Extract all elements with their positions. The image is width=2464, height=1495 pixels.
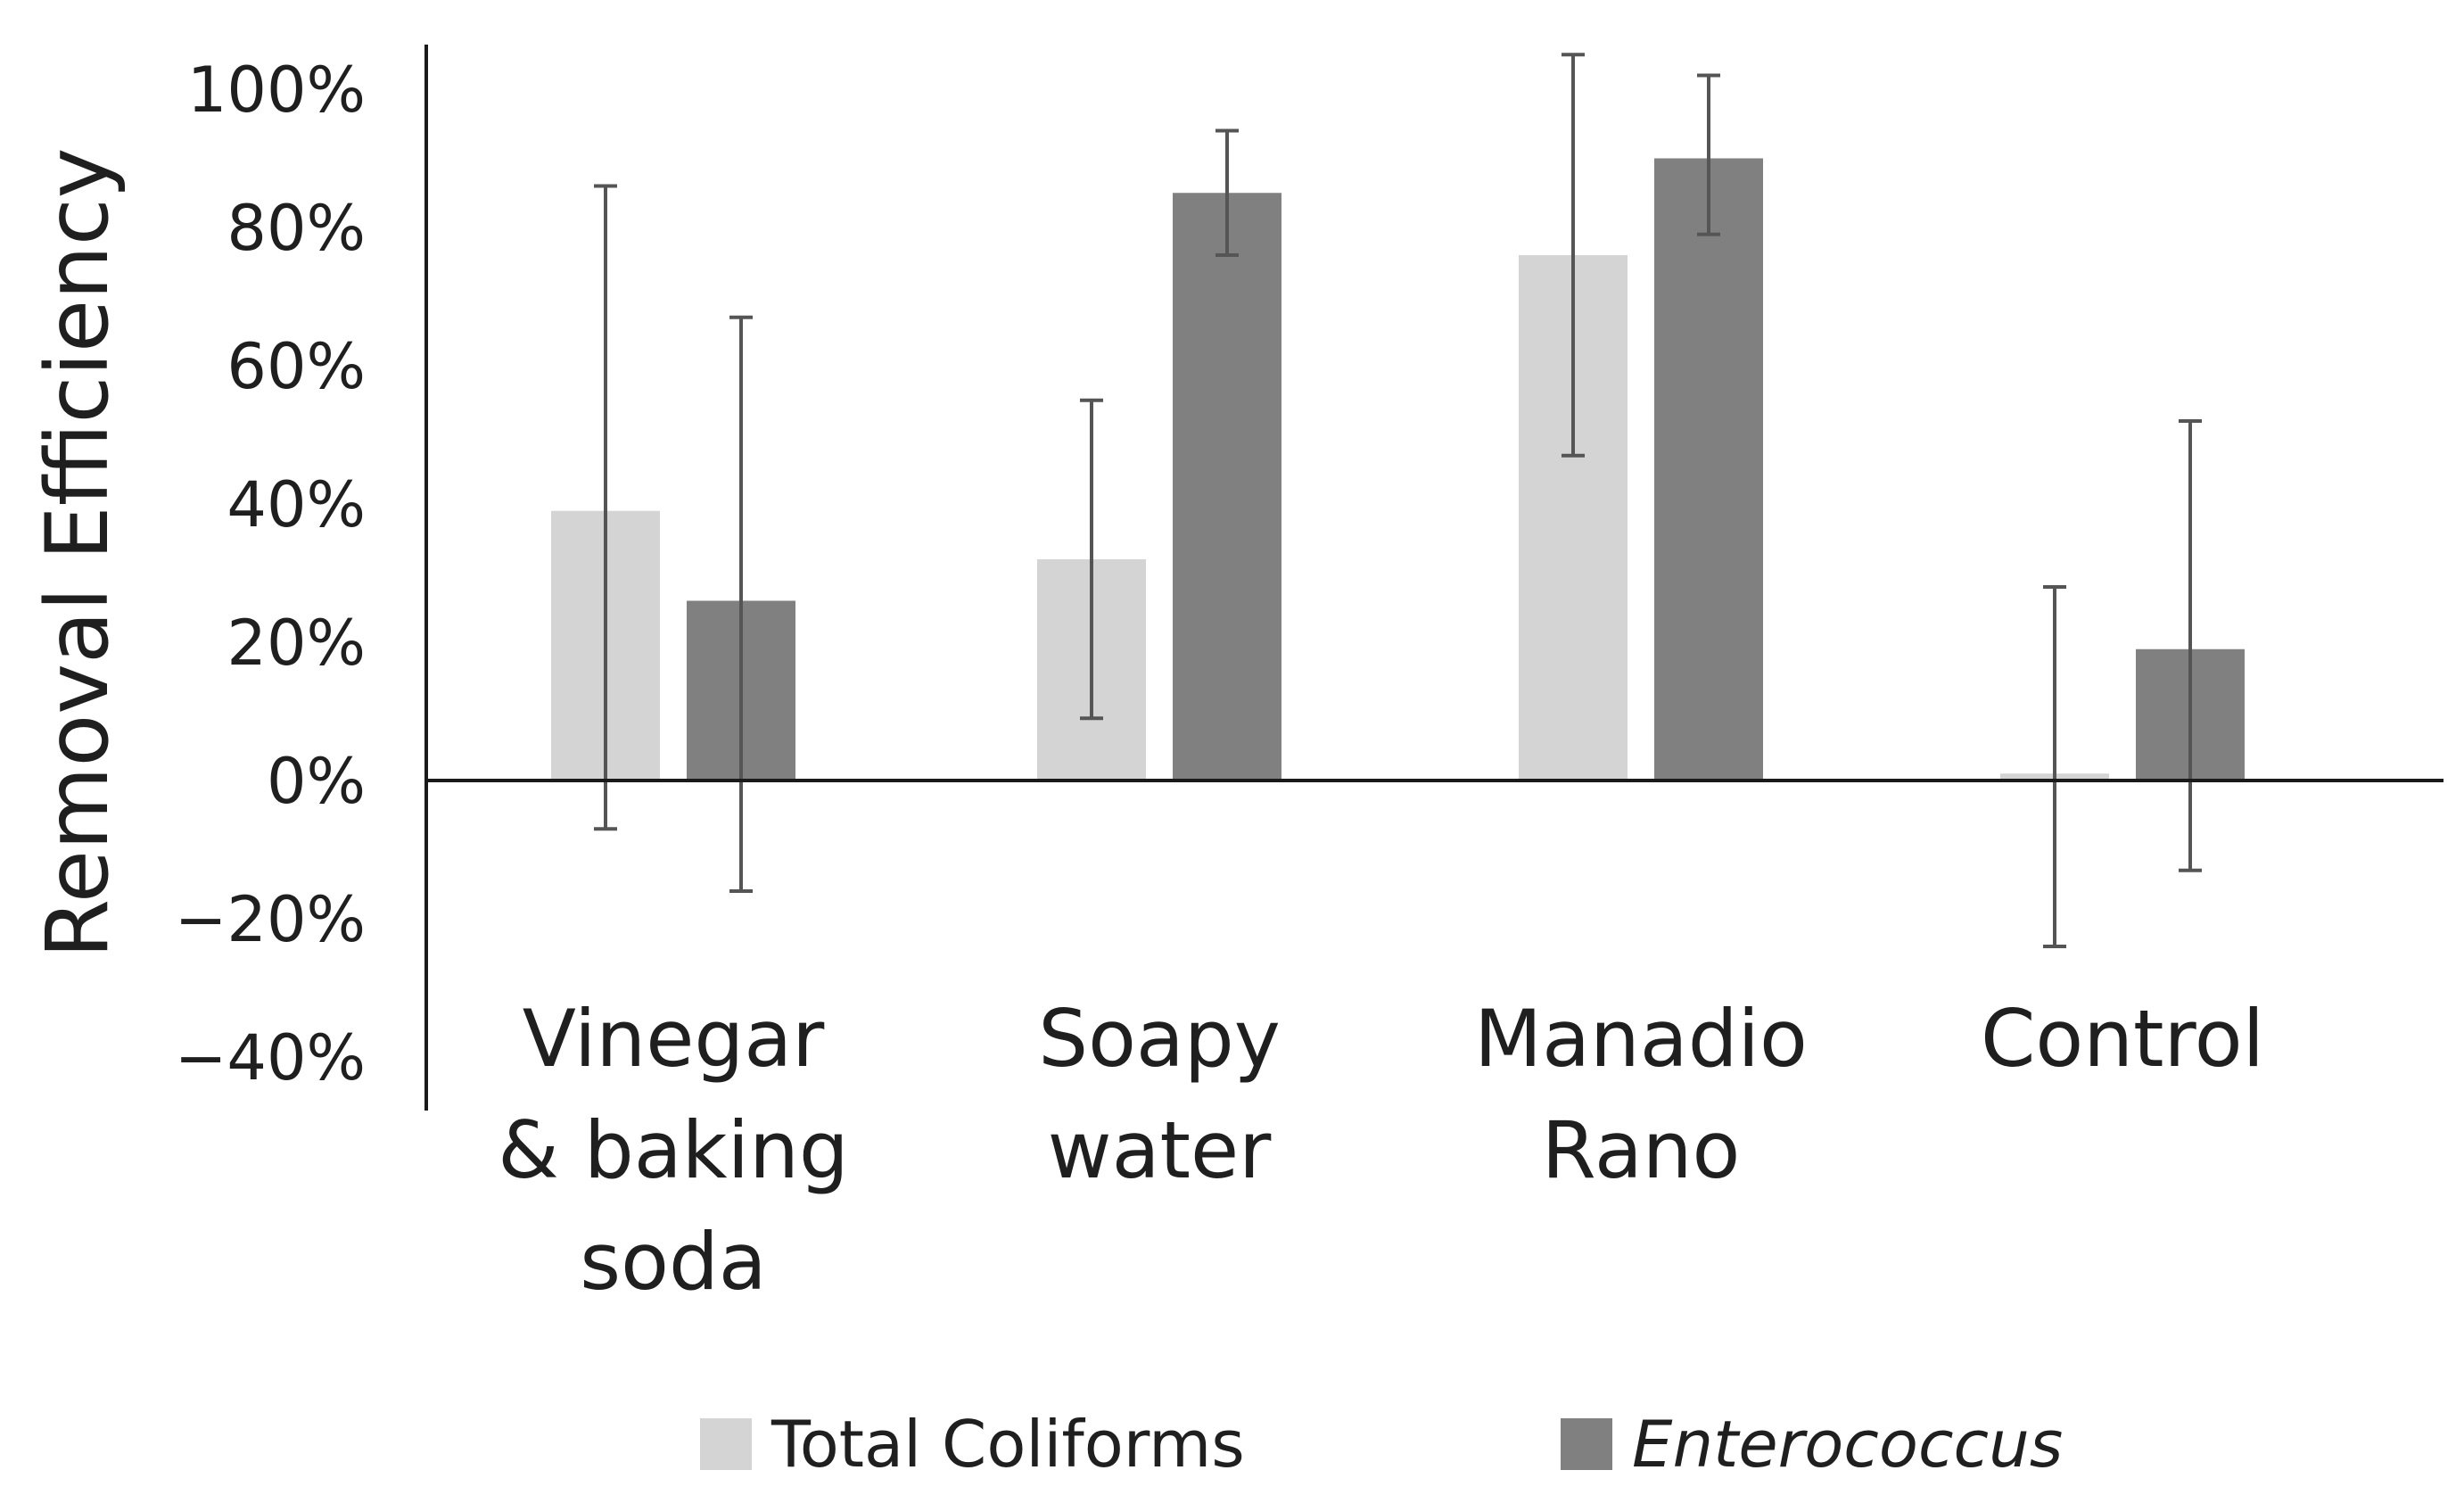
error-bar: [594, 184, 617, 831]
legend-swatch: [1561, 1418, 1612, 1470]
error-bars: [594, 53, 2202, 948]
category-label-line: Manadio: [1474, 993, 1808, 1085]
bar-enterococcus: [1654, 158, 1763, 781]
y-tick-label: 0%: [267, 745, 366, 818]
error-bar: [1562, 53, 1585, 458]
y-tick-label: −20%: [175, 883, 366, 956]
category-label-line: Soapy: [1038, 993, 1281, 1085]
y-tick-label: 100%: [187, 54, 366, 127]
y-tick-label: −40%: [175, 1021, 366, 1094]
y-axis-label: Removal Efficiency: [28, 148, 128, 959]
category-label: Control: [1981, 993, 2264, 1085]
y-tick-label: 80%: [227, 192, 366, 265]
error-bar: [1080, 398, 1103, 721]
bar-enterococcus: [1173, 193, 1281, 781]
y-tick-label: 40%: [227, 468, 366, 541]
y-tick-label: 60%: [227, 330, 366, 403]
error-bar: [729, 315, 753, 893]
category-label: Vinegar & baking soda: [498, 993, 848, 1308]
category-label-line: water: [1048, 1104, 1273, 1196]
category-label: Soapy water: [1038, 993, 1281, 1196]
category-label-line: Vinegar: [523, 993, 825, 1085]
legend-swatch: [700, 1418, 752, 1470]
category-labels: Vinegar & baking soda Soapy water Manadio Rano…: [498, 993, 2264, 1308]
error-bar: [1697, 73, 1720, 236]
y-tick-label: 20%: [227, 607, 366, 680]
bars: [551, 158, 2245, 781]
error-bar: [2179, 419, 2202, 872]
category-label-line: Control: [1981, 993, 2264, 1085]
legend: Total Coliforms Enterococcus: [700, 1407, 2063, 1482]
error-bar: [1216, 128, 1239, 257]
y-tick-labels: 100% 80% 60% 40% 20% 0% −20% −40%: [175, 54, 366, 1094]
category-label: Manadio Rano: [1474, 993, 1808, 1196]
category-label-line: soda: [580, 1216, 766, 1308]
legend-label: Enterococcus: [1632, 1407, 2063, 1482]
category-label-line: Rano: [1542, 1104, 1741, 1196]
error-bar: [2043, 585, 2066, 948]
category-label-line: & baking: [498, 1104, 848, 1196]
legend-label: Total Coliforms: [771, 1407, 1245, 1482]
